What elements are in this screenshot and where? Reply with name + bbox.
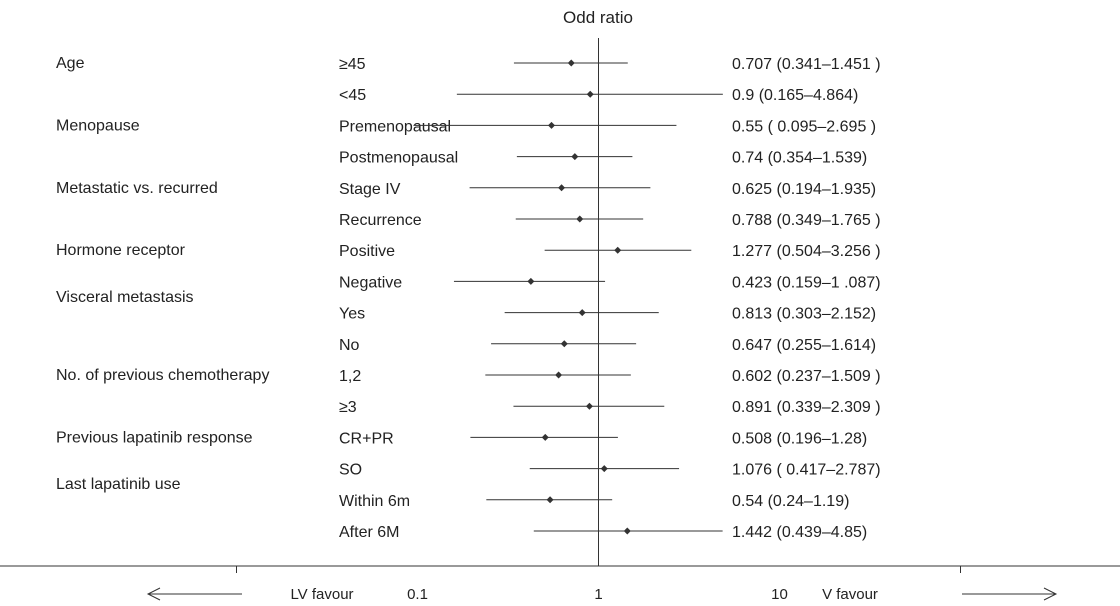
- subgroup-label: Positive: [339, 243, 395, 260]
- or-ci-text: 0.625 (0.194–1.935): [732, 181, 876, 198]
- subgroup-label: SO: [339, 462, 362, 479]
- subgroup-label: Yes: [339, 306, 365, 323]
- x-tick-label: 10: [771, 586, 788, 603]
- or-point: [571, 153, 579, 161]
- or-ci-text: 0.891 (0.339–2.309 ): [732, 399, 881, 416]
- group-labels: Age Menopause Metastatic vs. recurred Hormo…: [56, 55, 269, 493]
- subgroup-label: Stage IV: [339, 181, 401, 198]
- subgroup-label: ≥45: [339, 56, 366, 73]
- right-arrow-head: [1043, 587, 1058, 601]
- favour-annotations: LV favour V favour: [146, 586, 1058, 603]
- or-ci-text: 1.076 ( 0.417–2.787): [732, 462, 881, 479]
- chart-title: Odd ratio: [563, 8, 633, 27]
- subgroup-labels: ≥45 <45 Premenopausal Postmenopausal Stage I…: [339, 56, 458, 541]
- or-ci-text: 0.9 (0.165–4.864): [732, 87, 858, 104]
- or-point: [623, 527, 631, 535]
- or-ci-text: 0.54 (0.24–1.19): [732, 493, 849, 510]
- subgroup-label: Premenopausal: [339, 118, 451, 135]
- or-point: [546, 496, 554, 504]
- group-label: Age: [56, 55, 85, 72]
- x-tick-label: 1: [594, 586, 602, 603]
- or-ci-text: 0.647 (0.255–1.614): [732, 337, 876, 354]
- or-ci-text: 1.277 (0.504–3.256 ): [732, 243, 881, 260]
- or-point: [527, 277, 535, 285]
- subgroup-label: After 6M: [339, 524, 399, 541]
- confidence-intervals: [413, 59, 723, 535]
- subgroup-label: ≥3: [339, 399, 357, 416]
- or-point: [578, 309, 586, 317]
- favour-left-label: LV favour: [290, 586, 353, 603]
- or-point: [567, 59, 575, 67]
- x-axis-ticks: 0.1 1 10: [236, 566, 961, 603]
- subgroup-label: <45: [339, 87, 366, 104]
- or-ci-text: 0.707 (0.341–1.451 ): [732, 56, 881, 73]
- group-label: Visceral metastasis: [56, 289, 194, 306]
- left-arrow-head: [146, 587, 161, 601]
- or-point: [541, 433, 549, 441]
- or-ci-text: 0.788 (0.349–1.765 ): [732, 212, 881, 229]
- or-ci-text: 1.442 (0.439–4.85): [732, 524, 867, 541]
- subgroup-label: No: [339, 337, 360, 354]
- or-point: [558, 184, 566, 192]
- subgroup-label: Postmenopausal: [339, 150, 458, 167]
- favour-right-label: V favour: [822, 586, 878, 603]
- or-ci-text: 0.602 (0.237–1.509 ): [732, 368, 881, 385]
- group-label: Menopause: [56, 117, 140, 134]
- group-label: Hormone receptor: [56, 242, 186, 259]
- or-point: [600, 465, 608, 473]
- subgroup-label: Recurrence: [339, 212, 422, 229]
- or-ci-text: 0.423 (0.159–1 .087): [732, 274, 881, 291]
- or-ci-text: 0.74 (0.354–1.539): [732, 150, 867, 167]
- or-point: [614, 246, 622, 254]
- or-point: [576, 215, 584, 223]
- group-label: Metastatic vs. recurred: [56, 180, 218, 197]
- or-point: [548, 121, 556, 129]
- or-ci-text: 0.55 ( 0.095–2.695 ): [732, 118, 876, 135]
- subgroup-label: CR+PR: [339, 430, 394, 447]
- odds-ratio-texts: 0.707 (0.341–1.451 ) 0.9 (0.165–4.864) 0.5…: [732, 56, 881, 541]
- group-label: No. of previous chemotherapy: [56, 367, 269, 384]
- group-label: Previous lapatinib response: [56, 429, 253, 446]
- subgroup-label: Within 6m: [339, 493, 410, 510]
- or-point: [555, 371, 563, 379]
- subgroup-label: Negative: [339, 274, 402, 291]
- or-ci-text: 0.508 (0.196–1.28): [732, 430, 867, 447]
- or-point: [586, 90, 594, 98]
- or-ci-text: 0.813 (0.303–2.152): [732, 306, 876, 323]
- x-tick-label: 0.1: [407, 586, 428, 603]
- or-point: [585, 402, 593, 410]
- or-point: [560, 340, 568, 348]
- group-label: Last lapatinib use: [56, 476, 181, 493]
- subgroup-label: 1,2: [339, 368, 361, 385]
